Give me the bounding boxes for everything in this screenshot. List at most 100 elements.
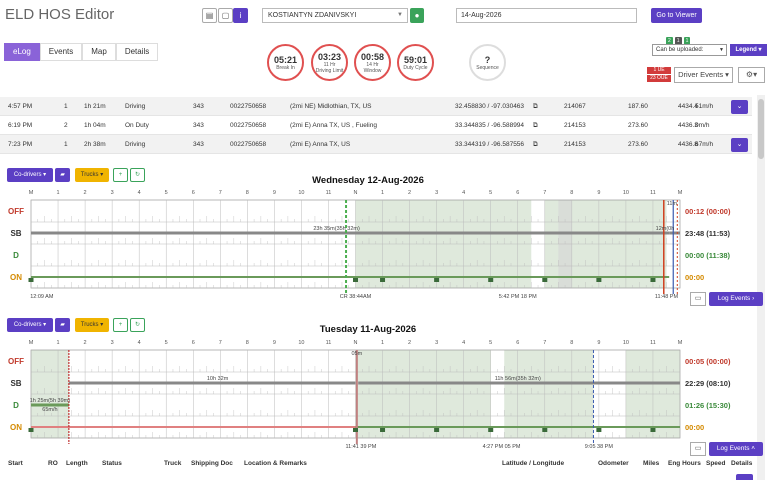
app-title: ELD HOS Editor [5, 6, 115, 23]
add-event-icon[interactable]: + [113, 168, 128, 182]
driving-clock-label: 11 Hr [323, 62, 336, 68]
log-events-button[interactable]: Log Events › [709, 292, 763, 306]
table-row[interactable]: 6:19 PM 2 1h 04m On Duty 343 0022750658 … [0, 116, 752, 135]
comment-icon[interactable]: ▭ [690, 292, 706, 306]
col-miles[interactable]: Miles [643, 460, 660, 467]
graph-annotation: 05m [352, 351, 363, 357]
driver-events-select[interactable]: Driver Events ▾ [674, 67, 733, 83]
codrivers-button[interactable]: Co-drivers ▾ [7, 318, 53, 332]
document-icon[interactable]: ▤ [202, 8, 217, 23]
date-input[interactable]: 14-Aug-2026 [456, 8, 637, 23]
col-length[interactable]: Length [66, 460, 88, 467]
hour-tick-label: 7 [543, 190, 546, 196]
status-total: 01:26 (15:30) [685, 401, 731, 410]
tab-map[interactable]: Map [82, 43, 116, 61]
hour-tick-label: 1 [57, 340, 60, 346]
hour-tick-label: 2 [408, 190, 411, 196]
event-icon [488, 428, 494, 432]
expand-row-button[interactable]: ⌄ [731, 100, 748, 114]
settings-button[interactable]: ⚙▾ [738, 67, 765, 83]
trucks-button[interactable]: Trucks ▾ [75, 318, 109, 332]
col-speed[interactable]: Speed [706, 460, 726, 467]
col-shipping-doc[interactable]: Shipping Doc [191, 460, 233, 467]
col-start[interactable]: Start [8, 460, 23, 467]
hour-tick-label: 6 [192, 340, 195, 346]
row-ro: 1 [64, 103, 68, 110]
log-events-label: Log Events [716, 445, 750, 452]
table-row[interactable]: 4:57 PM 1 1h 21m Driving 343 0022750658 … [0, 97, 752, 116]
graph-annotation: 11:48 PM [655, 294, 679, 300]
col-ro[interactable]: RO [48, 460, 58, 467]
col-details[interactable]: Details [731, 460, 753, 467]
expand-row-button[interactable] [736, 474, 753, 480]
window-clock-value: 00:58 [360, 52, 385, 62]
row-time: 7:23 PM [8, 141, 33, 148]
codrivers-button[interactable]: Co-drivers ▾ [7, 168, 53, 182]
status-total: 00:00 (11:38) [685, 251, 731, 260]
duty-clock-value: 59:01 [403, 55, 428, 65]
hour-tick-label: 10 [623, 190, 629, 196]
window-clock: 00:58 14 Hr Window [354, 44, 391, 81]
copy-icon[interactable]: ⧉ [533, 103, 538, 110]
hour-tick-label: 3 [111, 340, 114, 346]
log-events-button[interactable]: Log Events ˄ [709, 442, 763, 456]
hour-tick-label: 7 [543, 340, 546, 346]
trucks-button[interactable]: Trucks ▾ [75, 168, 109, 182]
col-eng-hours[interactable]: Eng Hours [668, 460, 701, 467]
event-icon [650, 278, 656, 282]
truck-icon[interactable]: ▰ [55, 168, 70, 182]
refresh-icon[interactable]: ↻ [130, 168, 145, 182]
scrollbar-thumb[interactable] [758, 99, 764, 159]
table-row[interactable]: 7:23 PM 1 2h 38m Driving 343 0022750658 … [0, 135, 752, 154]
row-eng-hours: 4436.8 [678, 141, 698, 148]
error-badges[interactable]: 1 UE 23 OUE [647, 67, 671, 83]
hour-tick-label: M [29, 340, 34, 346]
row-location: (2mi E) Anna TX, US , Fueling [290, 122, 377, 129]
expand-row-button[interactable]: ⌄ [731, 138, 748, 152]
copy-icon[interactable]: ▢ [218, 8, 233, 23]
event-icon [596, 278, 602, 282]
event-rows: 4:57 PM 1 1h 21m Driving 343 0022750658 … [0, 97, 752, 154]
row-ro: 2 [64, 122, 68, 129]
ue-badge: 1 UE [647, 67, 671, 74]
hour-tick-label: M [29, 190, 34, 196]
user-icon[interactable]: ● [410, 8, 424, 23]
break-clock-label: Break In [276, 65, 295, 71]
copy-icon[interactable]: ⧉ [533, 141, 538, 148]
tab-details[interactable]: Details [115, 43, 159, 61]
info-icon[interactable]: i [233, 8, 248, 23]
copy-icon[interactable]: ⧉ [533, 122, 538, 129]
elog-graph-day-2[interactable]: M 1 2 3 4 5 6 7 8 9 10 11 N 1 2 3 4 5 6 7 8 9 10 11 M OFF SB D ON 00:… [0, 336, 768, 456]
hour-tick-label: 10 [298, 340, 304, 346]
hour-tick-label: 1 [381, 190, 384, 196]
col-status[interactable]: Status [102, 460, 122, 467]
legend-button[interactable]: Legend ▾ [730, 44, 767, 56]
sequence-clock-value: ? [484, 55, 491, 65]
event-icon [28, 278, 34, 282]
tab-elog[interactable]: eLog [4, 43, 40, 61]
elog-graph-day-1[interactable]: M 1 2 3 4 5 6 7 8 9 10 11 N 1 2 3 4 5 6 7 8 9 10 11 M OFF SB D ON 00:… [0, 186, 768, 306]
status-total: 22:29 (08:10) [685, 379, 731, 388]
add-event-icon[interactable]: + [113, 318, 128, 332]
hour-tick-label: 10 [298, 190, 304, 196]
truck-icon[interactable]: ▰ [55, 318, 70, 332]
row-status: On Duty [125, 122, 149, 129]
page-scrollbar[interactable] [757, 95, 765, 480]
col-latlng[interactable]: Latitude / Longitude [502, 460, 565, 467]
row-eng-hours: 4434.4 [678, 103, 698, 110]
col-truck[interactable]: Truck [164, 460, 182, 467]
col-odometer[interactable]: Odometer [598, 460, 629, 467]
status-label: ON [10, 423, 22, 432]
tab-events[interactable]: Events [39, 43, 83, 61]
col-location[interactable]: Location & Remarks [244, 460, 307, 467]
go-to-viewer-button[interactable]: Go to Viewer [651, 8, 702, 23]
refresh-icon[interactable]: ↻ [130, 318, 145, 332]
hour-tick-label: 1 [381, 340, 384, 346]
hour-tick-label: 6 [192, 190, 195, 196]
driver-select[interactable]: KOSTIANTYN ZDANIVSKYI ▼ [262, 8, 408, 23]
driving-limit-clock: 03:23 11 Hr Driving Limit [311, 44, 348, 81]
upload-filter-select[interactable]: Can be uploaded: ▼ [652, 44, 727, 56]
comment-icon[interactable]: ▭ [690, 442, 706, 456]
view-tabs: eLog Events Map Details [4, 43, 159, 61]
